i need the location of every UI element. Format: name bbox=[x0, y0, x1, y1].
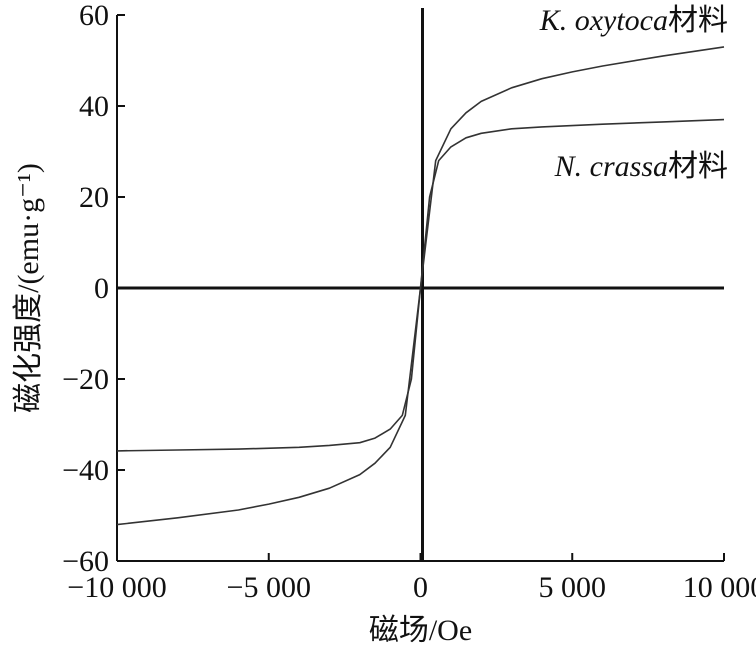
x-tick-label: −10 000 bbox=[67, 571, 166, 604]
series-layer bbox=[116, 46, 725, 526]
series-label-k-oxytoca-suffix: 材料 bbox=[668, 4, 728, 37]
series-label-n-crassa-suffix: 材料 bbox=[668, 150, 728, 183]
y-tick-label: 20 bbox=[79, 181, 109, 214]
series-label-n-crassa: N. crassa材料 bbox=[554, 150, 728, 183]
y-tick-label: 60 bbox=[79, 0, 109, 32]
y-axis-label: 磁化强度/(emu·g⁻¹) bbox=[12, 163, 45, 413]
y-tick-label: 0 bbox=[94, 272, 109, 305]
x-tick-label: 0 bbox=[413, 571, 428, 604]
axes: −10 000 −5 000 0 5 000 10 000 −60 −40 −20 0 20 40 6… bbox=[62, 0, 756, 604]
y-tick-label: 40 bbox=[79, 90, 109, 123]
series-label-k-oxytoca: K. oxytoca材料 bbox=[539, 4, 728, 37]
series-line-1 bbox=[116, 118, 725, 452]
x-axis-label: 磁场/Oe bbox=[369, 614, 472, 647]
y-tick-label: −40 bbox=[62, 454, 109, 487]
series-label-n-crassa-italic: N. crassa bbox=[554, 150, 668, 183]
labels-layer: 磁场/Oe 磁化强度/(emu·g⁻¹) K. oxytoca材料 N. cra… bbox=[12, 4, 728, 647]
y-tick-label: −60 bbox=[62, 545, 109, 578]
y-tick-label: −20 bbox=[62, 363, 109, 396]
x-tick-label: 5 000 bbox=[539, 571, 607, 604]
x-tick-label: 10 000 bbox=[683, 571, 756, 604]
x-tick-label: −5 000 bbox=[227, 571, 311, 604]
series-label-k-oxytoca-italic: K. oxytoca bbox=[539, 4, 668, 37]
